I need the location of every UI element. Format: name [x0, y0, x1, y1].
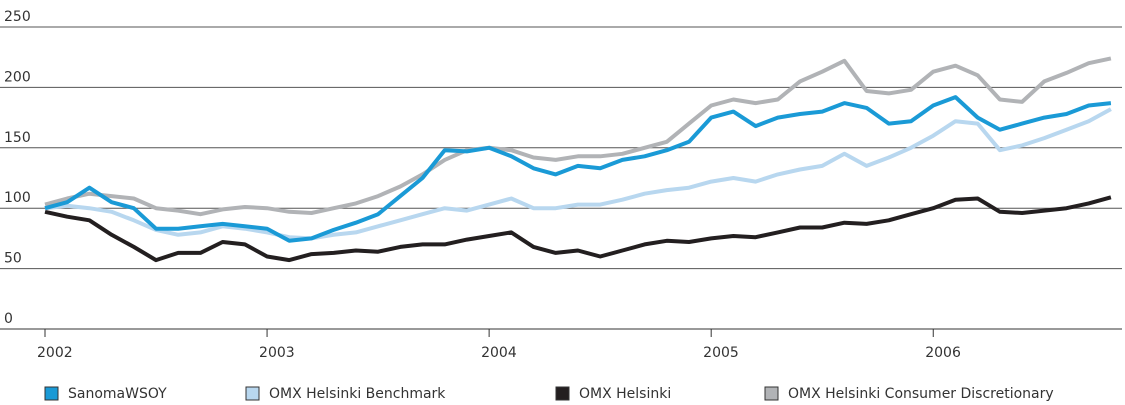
- legend-swatch: [44, 386, 59, 401]
- x-tick-label: 2003: [259, 345, 295, 361]
- series-line: [44, 107, 1112, 241]
- legend-label: OMX Helsinki Consumer Discretionary: [788, 386, 1054, 402]
- x-tick-label: 2002: [37, 345, 73, 361]
- series-line: [44, 195, 1112, 263]
- y-tick-label: 0: [4, 311, 13, 327]
- y-tick-label: 100: [4, 190, 31, 206]
- y-tick-label: 50: [4, 251, 22, 267]
- y-tick-label: 250: [4, 9, 31, 25]
- series-line: [44, 95, 1112, 243]
- x-tick-label: 2004: [481, 345, 517, 361]
- legend-label: SanomaWSOY: [68, 386, 167, 402]
- y-tick-label: 200: [4, 69, 31, 85]
- legend-swatch: [245, 386, 260, 401]
- series-line: [44, 56, 1112, 217]
- legend-label: OMX Helsinki: [579, 386, 671, 402]
- x-tick-label: 2006: [925, 345, 961, 361]
- legend-label: OMX Helsinki Benchmark: [269, 386, 446, 402]
- y-tick-label: 150: [4, 130, 31, 146]
- legend-swatch: [764, 386, 779, 401]
- x-tick-label: 2005: [703, 345, 739, 361]
- legend-swatch: [555, 386, 570, 401]
